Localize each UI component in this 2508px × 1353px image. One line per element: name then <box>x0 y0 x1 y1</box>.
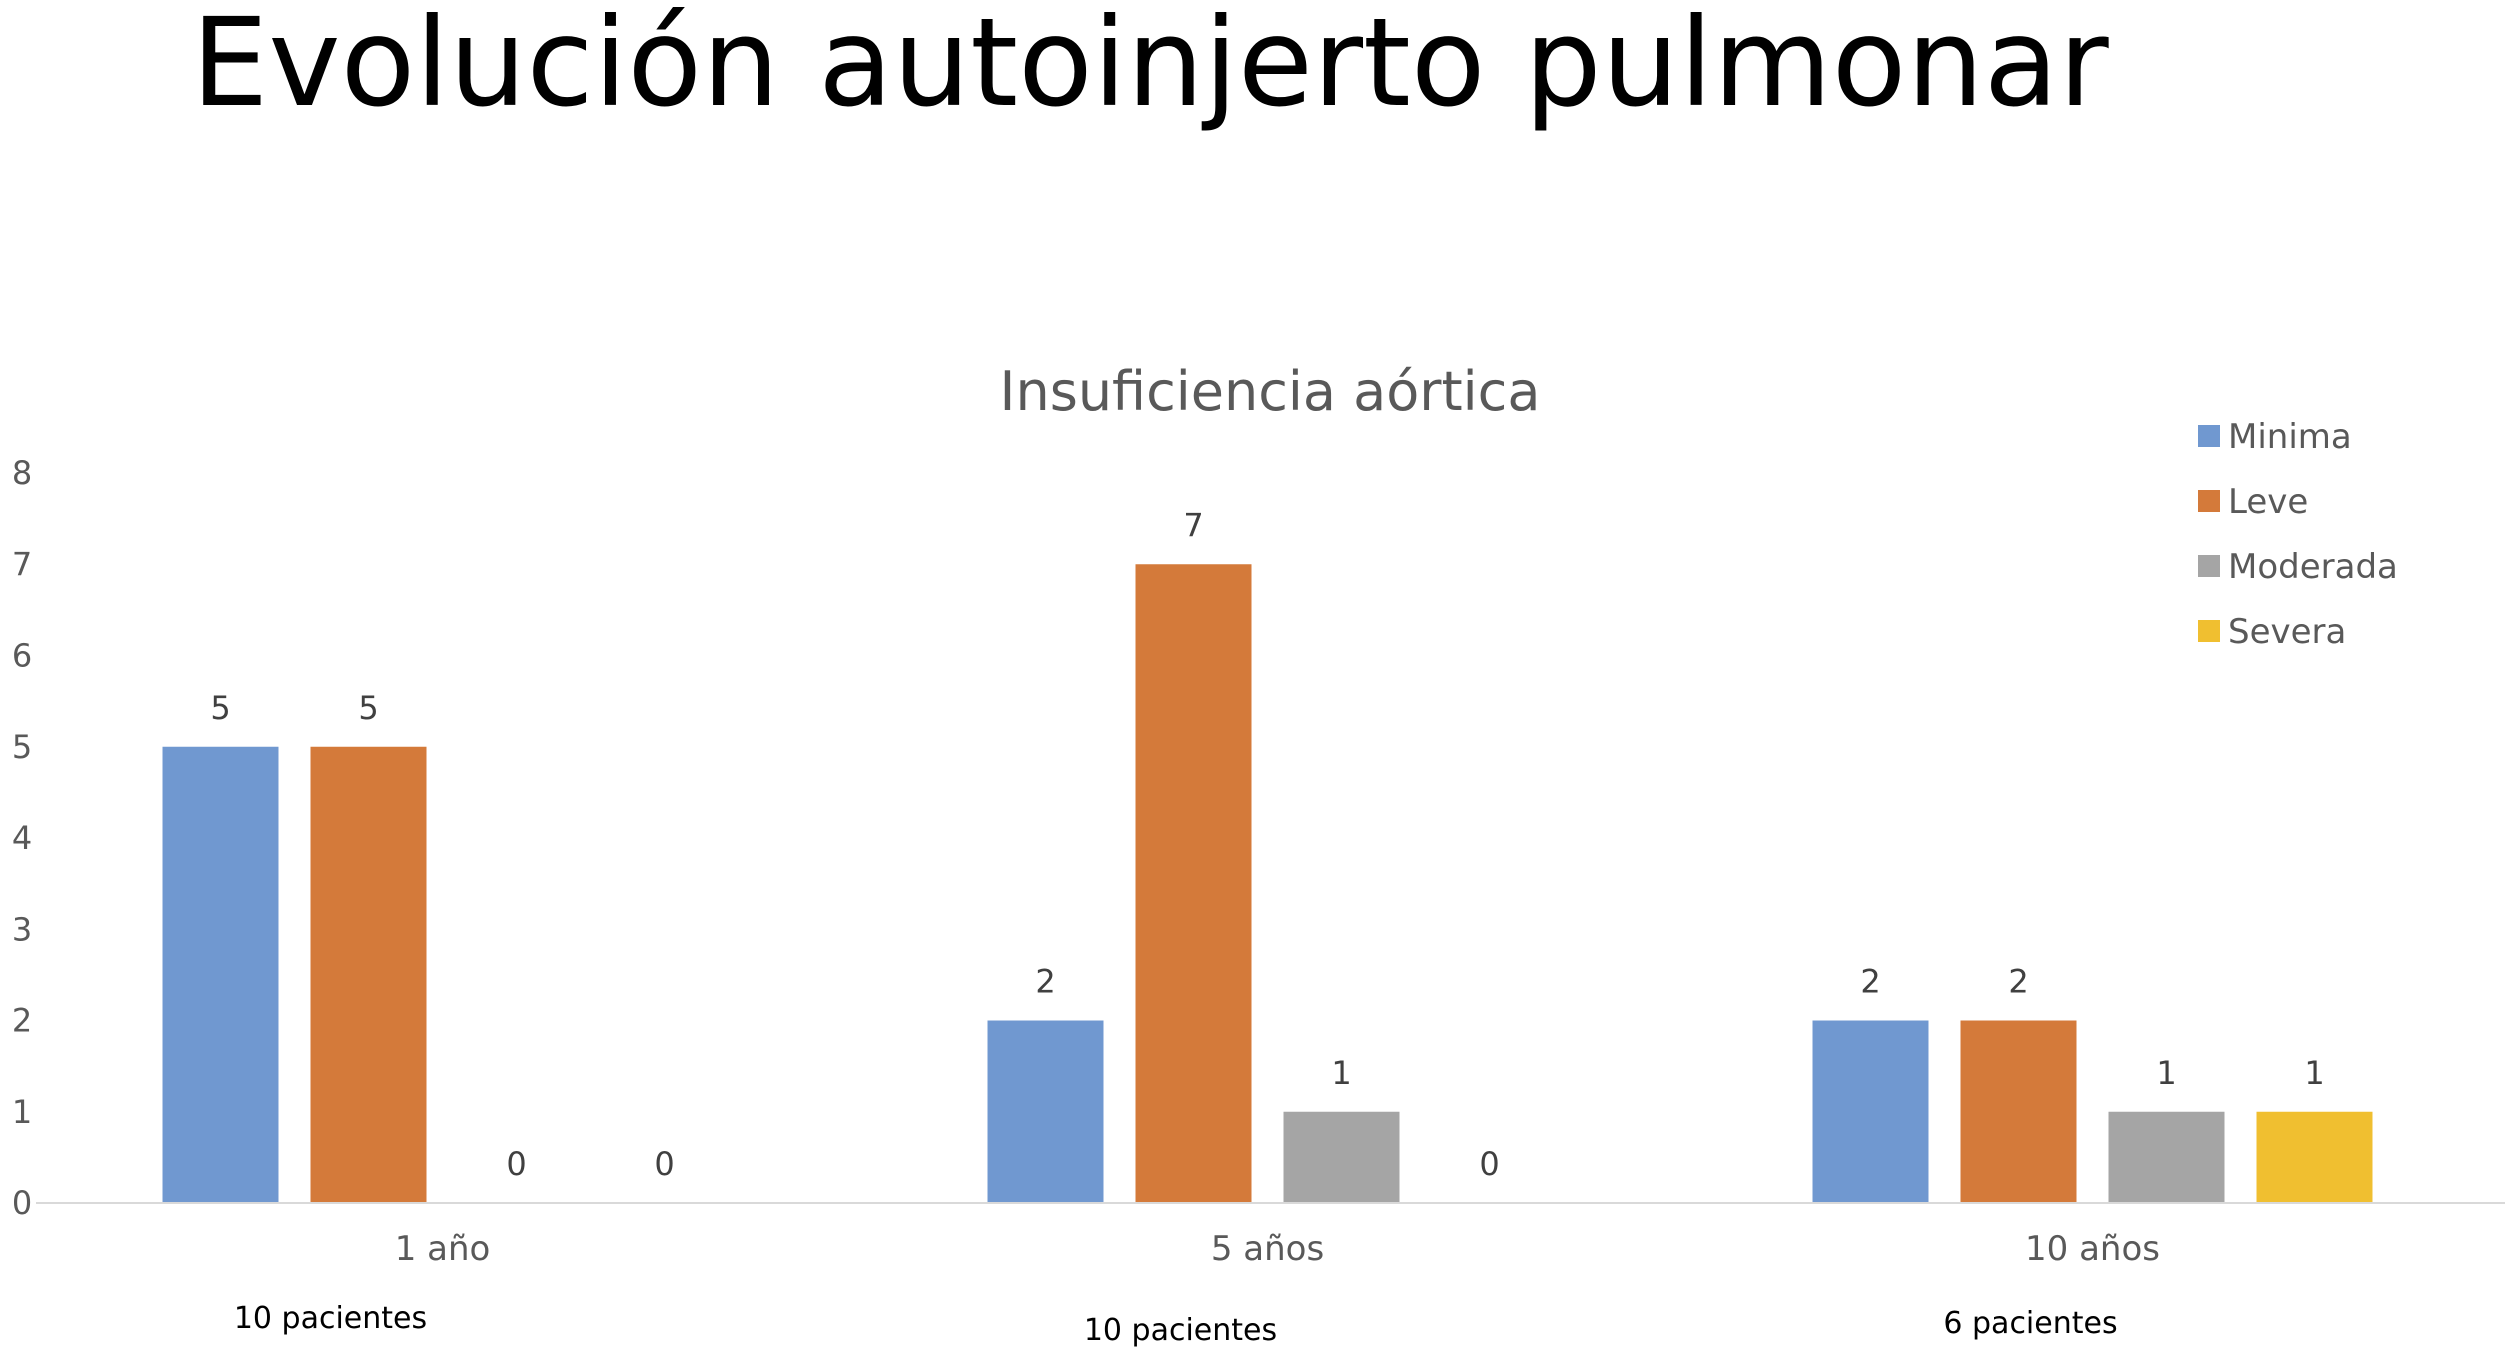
main-title: Evolución autoinjerto pulmonar <box>191 0 2109 134</box>
x-axis: 1 año 5 años 10 años <box>395 1229 2160 1269</box>
legend-label-severa: Severa <box>2228 612 2346 652</box>
legend-label-moderada: Moderada <box>2228 547 2398 587</box>
data-label: 1 <box>1331 1054 1351 1092</box>
patients-note: 6 pacientes <box>1943 1306 2117 1341</box>
data-label: 0 <box>654 1145 674 1183</box>
data-label: 0 <box>1479 1145 1499 1183</box>
data-label: 1 <box>2304 1054 2324 1092</box>
category-label: 5 años <box>1211 1229 1324 1269</box>
patients-note: 10 pacientes <box>234 1301 427 1336</box>
bar-minima-2 <box>987 1020 1104 1203</box>
bar-leve-2 <box>1135 564 1252 1203</box>
y-tick-label: 4 <box>12 819 32 857</box>
legend: Minima Leve Moderada Severa <box>2198 417 2398 652</box>
bar-moderada-2 <box>1283 1111 1400 1203</box>
legend-swatch-severa <box>2198 620 2220 642</box>
bar-minima-3 <box>1812 1020 1929 1203</box>
data-label: 0 <box>506 1145 526 1183</box>
bar-severa-3 <box>2256 1111 2373 1203</box>
y-tick-label: 3 <box>12 910 32 948</box>
notes: 10 pacientes 10 pacientes 6 pacientes <box>234 1301 2118 1348</box>
data-label: 2 <box>1860 963 1880 1001</box>
data-label: 7 <box>1183 506 1203 544</box>
bar-minima-1 <box>162 746 279 1203</box>
y-tick-label: 5 <box>12 728 32 766</box>
legend-swatch-moderada <box>2198 555 2220 577</box>
legend-label-minima: Minima <box>2228 417 2352 457</box>
data-labels: 5 5 0 0 2 7 1 0 2 2 1 1 <box>210 506 2324 1183</box>
y-axis: 0 1 2 3 4 5 6 7 8 <box>12 454 32 1222</box>
patients-note: 10 pacientes <box>1084 1313 1277 1348</box>
bars <box>162 564 2373 1203</box>
legend-swatch-leve <box>2198 490 2220 512</box>
legend-swatch-minima <box>2198 425 2220 447</box>
bar-leve-1 <box>310 746 427 1203</box>
data-label: 5 <box>358 689 378 727</box>
data-label: 5 <box>210 689 230 727</box>
y-tick-label: 8 <box>12 454 32 492</box>
bar-leve-3 <box>1960 1020 2077 1203</box>
legend-label-leve: Leve <box>2228 482 2308 522</box>
data-label: 2 <box>1035 963 1055 1001</box>
y-tick-label: 0 <box>12 1184 32 1222</box>
y-tick-label: 2 <box>12 1002 32 1040</box>
data-label: 1 <box>2156 1054 2176 1092</box>
category-label: 1 año <box>395 1229 491 1269</box>
category-label: 10 años <box>2025 1229 2160 1269</box>
y-tick-label: 7 <box>12 545 32 583</box>
bar-moderada-3 <box>2108 1111 2225 1203</box>
y-tick-label: 6 <box>12 637 32 675</box>
y-tick-label: 1 <box>12 1093 32 1131</box>
data-label: 2 <box>2008 963 2028 1001</box>
chart-title: Insuficiencia aórtica <box>1000 360 1541 423</box>
